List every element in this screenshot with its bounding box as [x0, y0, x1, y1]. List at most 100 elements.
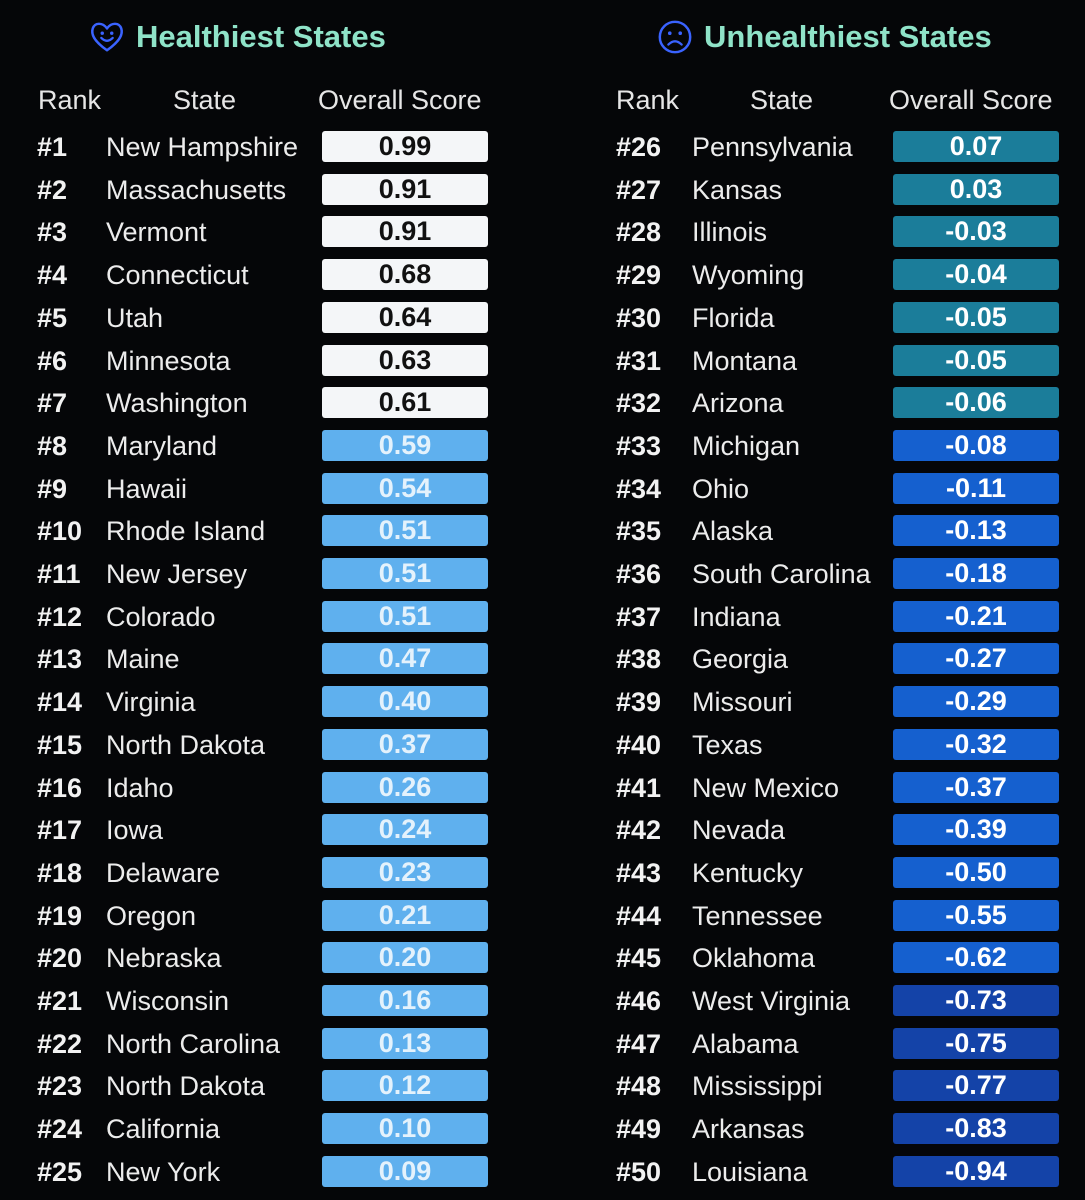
score-cell: -0.37: [893, 771, 1059, 803]
rank-cell: #17: [37, 815, 83, 846]
score-cell: 0.21: [322, 899, 488, 931]
state-cell: Massachusetts: [106, 174, 287, 205]
score-cell: -0.05: [893, 301, 1059, 333]
rank-cell: #33: [616, 430, 662, 461]
table-row: #44 Tennessee -0.55: [580, 895, 1085, 937]
state-column-header: State: [750, 85, 814, 115]
score-cell: 0.59: [322, 429, 488, 461]
rank-cell: #45: [616, 943, 662, 974]
state-cell: West Virginia: [692, 986, 851, 1016]
score-cell: -0.29: [893, 686, 1059, 718]
state-cell: Oklahoma: [692, 943, 816, 974]
table-row: #43 Kentucky -0.50: [580, 852, 1085, 894]
unhealthiest-title: Unhealthiest States: [656, 14, 992, 60]
state-cell: Illinois: [692, 217, 768, 248]
rank-cell: #6: [37, 345, 68, 376]
state-cell: Connecticut: [106, 260, 249, 291]
state-cell: Mississippi: [692, 1071, 823, 1102]
table-row: #18 Delaware 0.23: [0, 852, 540, 894]
score-cell: -0.50: [893, 856, 1059, 888]
score-cell: 0.03: [893, 173, 1059, 205]
score-cell: 0.68: [322, 259, 488, 291]
score-cell: 0.40: [322, 686, 488, 718]
rank-cell: #40: [616, 729, 662, 760]
table-row: #49 Arkansas -0.83: [580, 1108, 1085, 1150]
rank-cell: #44: [616, 900, 662, 931]
state-cell: Montana: [692, 345, 798, 376]
table-row: #22 North Carolina 0.13: [0, 1023, 540, 1065]
state-cell: New York: [106, 1156, 221, 1187]
rank-cell: #39: [616, 687, 662, 718]
score-cell: -0.27: [893, 643, 1059, 675]
state-cell: Iowa: [106, 815, 164, 846]
table-row: #33 Michigan -0.08: [580, 425, 1085, 467]
score-cell: -0.06: [893, 387, 1059, 419]
rank-cell: #2: [37, 174, 68, 205]
table-row: #4 Connecticut 0.68: [0, 254, 540, 296]
rank-cell: #41: [616, 772, 662, 803]
table-row: #28 Illinois -0.03: [580, 211, 1085, 253]
score-cell: 0.23: [322, 856, 488, 888]
rank-cell: #32: [616, 388, 662, 419]
score-cell: 0.10: [322, 1113, 488, 1145]
state-cell: Kentucky: [692, 857, 804, 888]
rank-column-header: Rank: [616, 85, 680, 115]
table-row: #46 West Virginia -0.73: [580, 980, 1085, 1022]
table-row: #20 Nebraska 0.20: [0, 937, 540, 979]
table-row: #6 Minnesota 0.63: [0, 340, 540, 382]
rank-cell: #1: [37, 132, 68, 162]
state-cell: Pennsylvania: [692, 132, 853, 162]
rank-cell: #30: [616, 302, 662, 333]
rank-cell: #15: [37, 729, 83, 760]
state-cell: Rhode Island: [106, 516, 266, 547]
rank-cell: #49: [616, 1114, 662, 1145]
score-cell: 0.54: [322, 472, 488, 504]
rank-cell: #3: [37, 217, 68, 248]
table-row: #37 Indiana -0.21: [580, 596, 1085, 638]
unhealthiest-panel: Unhealthiest States Rank State Overall S…: [580, 0, 1085, 1200]
rank-cell: #37: [616, 601, 662, 632]
state-cell: Indiana: [692, 601, 781, 632]
state-cell: Utah: [106, 302, 164, 333]
score-cell: 0.16: [322, 985, 488, 1016]
rank-cell: #48: [616, 1071, 662, 1102]
table-row: #42 Nevada -0.39: [580, 809, 1085, 851]
score-cell: -0.03: [893, 216, 1059, 248]
rank-cell: #12: [37, 601, 83, 632]
rank-cell: #22: [37, 1028, 83, 1059]
state-cell: Idaho: [106, 772, 174, 803]
state-cell: New Jersey: [106, 559, 248, 589]
state-cell: Washington: [106, 388, 248, 419]
state-cell: Nevada: [692, 815, 786, 846]
score-cell: 0.91: [322, 216, 488, 248]
table-row: #19 Oregon 0.21: [0, 895, 540, 937]
rank-cell: #27: [616, 174, 662, 205]
score-cell: 0.51: [322, 515, 488, 547]
score-cell: -0.73: [893, 985, 1059, 1016]
state-cell: Georgia: [692, 644, 789, 675]
state-cell: Delaware: [106, 857, 221, 888]
rank-cell: #26: [616, 132, 662, 162]
healthiest-title: Healthiest States: [88, 14, 386, 60]
rank-cell: #31: [616, 345, 662, 376]
state-cell: Virginia: [106, 687, 196, 718]
score-cell: -0.39: [893, 814, 1059, 846]
rank-cell: #42: [616, 815, 662, 846]
state-cell: Florida: [692, 302, 775, 333]
table-row: #24 California 0.10: [0, 1108, 540, 1150]
rank-cell: #35: [616, 516, 662, 547]
state-cell: Texas: [692, 729, 763, 760]
rank-cell: #5: [37, 302, 68, 333]
rank-cell: #23: [37, 1071, 83, 1102]
score-cell: -0.13: [893, 515, 1059, 547]
score-cell: -0.08: [893, 429, 1059, 461]
state-cell: Arkansas: [692, 1114, 805, 1145]
score-cell: 0.13: [322, 1027, 488, 1059]
state-cell: Ohio: [692, 473, 750, 504]
rank-cell: #36: [616, 559, 662, 589]
rank-cell: #7: [37, 388, 68, 419]
state-cell: Wyoming: [692, 260, 805, 291]
rank-cell: #24: [37, 1114, 83, 1145]
table-row: #11 New Jersey 0.51: [0, 553, 540, 595]
table-row: #26 Pennsylvania 0.07: [580, 126, 1085, 168]
